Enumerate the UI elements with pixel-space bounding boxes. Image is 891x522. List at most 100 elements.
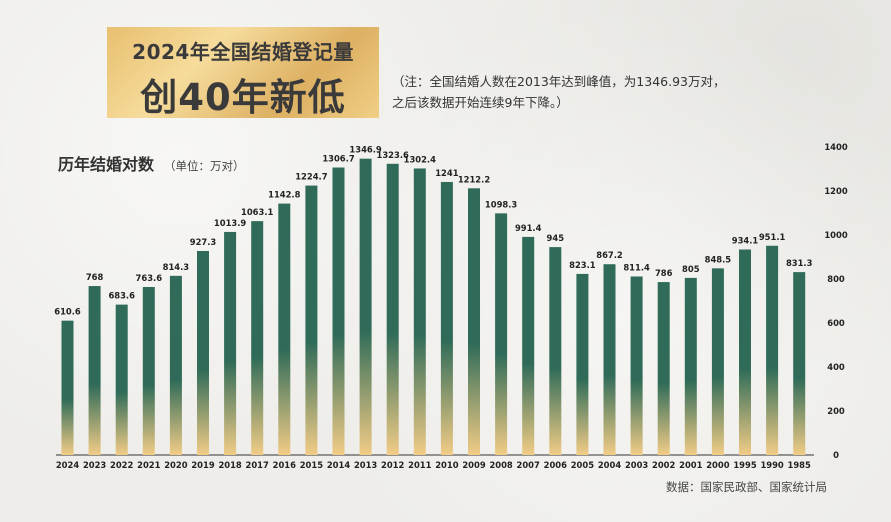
bar-2022 [115,304,128,455]
category-label-2023: 2023 [83,460,106,470]
chart-subtitle: 历年结婚对数 （单位：万对） [58,151,245,175]
bar-1985 [793,272,806,455]
category-label-2003: 2003 [625,460,648,470]
value-label-2022: 683.6 [108,291,135,301]
value-label-2020: 814.3 [163,262,190,272]
value-label-2018: 1013.9 [214,218,246,228]
bar-2015 [305,185,318,456]
headline-line-2: 创40年新低 [140,76,346,119]
headline-banner: 2024年全国结婚登记量 创40年新低 [107,27,379,119]
category-label-2008: 2008 [489,460,512,470]
value-label-2008: 1098.3 [485,199,517,209]
bar-2008 [495,213,508,455]
category-label-2010: 2010 [435,460,458,470]
category-label-1985: 1985 [788,460,811,470]
bar-1990 [766,245,779,455]
headline-line-1: 2024年全国结婚登记量 [132,40,354,64]
value-label-2005: 823.1 [569,260,596,270]
value-label-2015: 1224.7 [295,172,327,182]
value-label-2024: 610.6 [54,307,81,317]
value-label-2000: 848.5 [705,254,732,264]
bar-2013 [359,158,372,455]
y-tick-1200: 1200 [824,186,847,196]
category-label-2009: 2009 [462,460,485,470]
category-label-2020: 2020 [164,460,187,470]
category-label-2011: 2011 [408,460,431,470]
category-label-1990: 1990 [760,460,783,470]
bar-2016 [278,203,291,455]
category-label-2004: 2004 [598,460,621,470]
category-label-2016: 2016 [273,460,296,470]
unit-label: （单位：万对） [164,159,245,173]
value-label-2004: 867.2 [596,250,623,260]
category-label-2024: 2024 [56,460,79,470]
value-label-2010: 1241 [435,168,458,178]
bar-2000 [711,268,724,455]
bar-2018 [224,231,237,455]
value-label-2016: 1142.8 [268,190,300,200]
footnote: （注：全国结婚人数在2013年达到峰值，为1346.93万对， 之后该数据开始连… [392,71,792,113]
value-label-2001: 805 [682,264,700,274]
bar-2019 [197,250,209,455]
category-label-2013: 2013 [354,460,377,470]
category-label-2000: 2000 [706,460,729,470]
bar-2005 [576,273,589,455]
bar-2023 [88,286,101,455]
footnote-line-1: （注：全国结婚人数在2013年达到峰值，为1346.93万对， [392,74,726,89]
y-tick-600: 600 [827,318,845,328]
value-label-1990: 951.1 [759,232,786,242]
value-label-1995: 934.1 [732,235,759,245]
bars-group [61,158,806,456]
bar-2002 [657,282,670,455]
value-label-2019: 927.3 [190,237,217,247]
bar-1995 [739,249,751,455]
bar-2007 [522,236,535,455]
value-label-2017: 1063.1 [241,207,273,217]
bar-2010 [440,181,453,456]
value-label-1985: 831.3 [786,258,813,268]
bar-2024 [61,320,74,455]
category-label-2007: 2007 [517,460,540,470]
category-label-2014: 2014 [327,460,350,470]
category-label-2002: 2002 [652,460,675,470]
category-label-2017: 2017 [246,460,269,470]
value-label-2011: 1302.4 [404,154,436,164]
bar-2011 [413,168,426,456]
value-label-2003: 811.4 [623,262,650,272]
value-label-2012: 1323.6 [377,150,409,160]
category-label-2005: 2005 [571,460,594,470]
y-axis-ticks-group: 0 200 400 600 800 1000 1200 1400 [824,142,847,460]
category-label-1995: 1995 [733,460,756,470]
bar-2017 [251,221,264,455]
footnote-line-2: 之后该数据开始连续9年下降。） [392,95,569,110]
bar-2014 [332,167,345,455]
chart-title: 历年结婚对数 [58,155,155,174]
category-label-2012: 2012 [381,460,404,470]
value-label-2023: 768 [86,272,104,282]
value-label-2021: 763.6 [136,273,163,283]
bar-2012 [386,163,399,456]
value-label-2007: 991.4 [515,223,542,233]
bar-2004 [603,264,616,455]
bar-2009 [468,188,480,456]
y-tick-400: 400 [827,362,845,372]
category-labels-group: 2024 2023 2022 2021 2020 2019 2018 2017 2016 2015… [56,460,811,470]
category-label-2015: 2015 [300,460,323,470]
bar-2001 [684,277,697,455]
bar-2021 [142,287,155,455]
category-label-2022: 2022 [110,460,133,470]
bar-2003 [630,276,643,455]
category-label-2018: 2018 [218,460,241,470]
value-label-2014: 1306.7 [322,154,354,164]
y-tick-800: 800 [827,274,845,284]
bar-2020 [169,275,182,455]
y-tick-1400: 1400 [824,142,847,152]
category-label-2006: 2006 [544,460,567,470]
value-label-2013: 1346.9 [349,145,381,155]
y-tick-1000: 1000 [824,230,847,240]
category-label-2019: 2019 [191,460,214,470]
y-tick-0: 0 [833,450,839,460]
value-label-2006: 945 [547,233,565,243]
